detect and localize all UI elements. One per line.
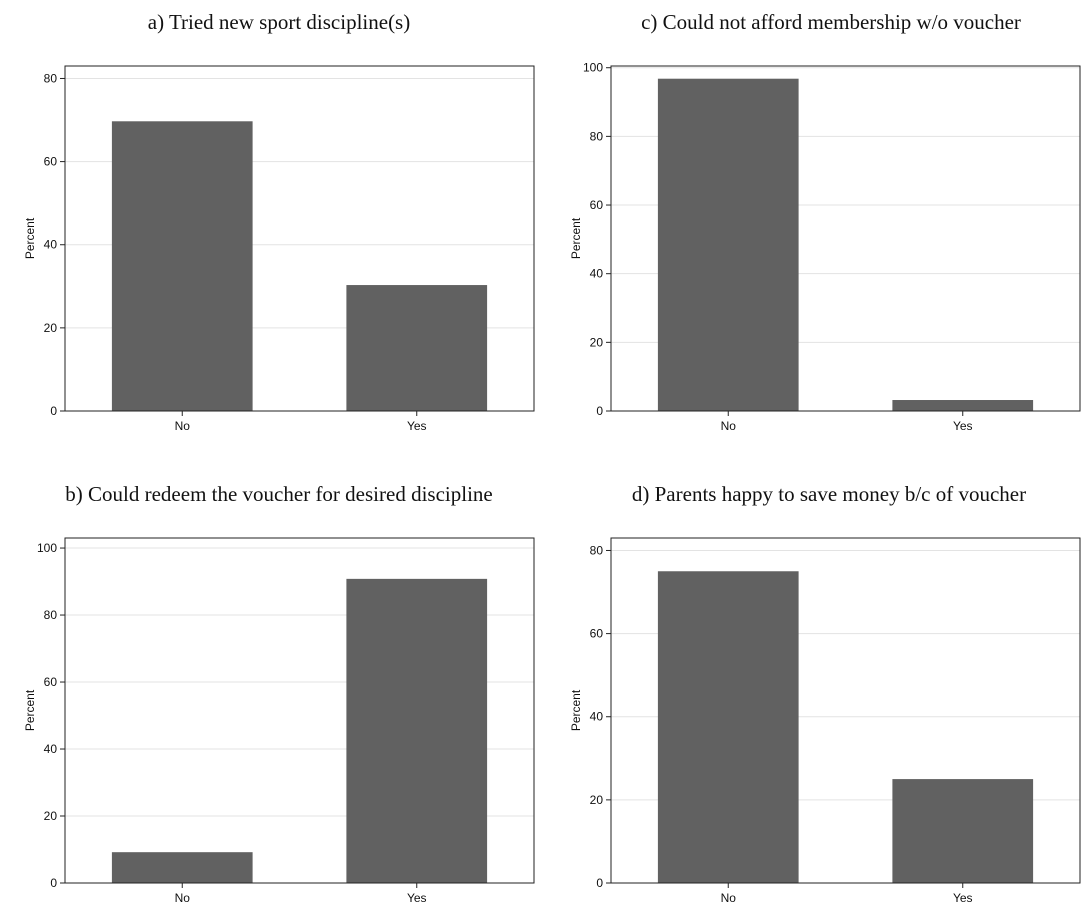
y-axis-label: Percent (569, 689, 583, 731)
y-tick-label: 0 (50, 876, 57, 890)
bar-no (111, 121, 253, 411)
bar-yes (346, 578, 488, 883)
y-tick-label: 20 (590, 335, 604, 349)
plot-frame (64, 65, 535, 412)
bar-chart-d: 0 20 40 60 80 No Yes Percent (569, 537, 1081, 905)
y-tick-label: 80 (590, 543, 604, 557)
chart-title-d: d) Parents happy to save money b/c of vo… (631, 482, 1027, 506)
y-tick-label: 40 (590, 710, 604, 724)
bar-chart-a: 0 20 40 60 80 No Yes Percent (23, 65, 535, 433)
y-tick-label: 40 (590, 267, 604, 281)
bar-no (111, 852, 253, 883)
plot-frame (610, 65, 1081, 412)
y-axis-label: Percent (23, 689, 37, 731)
chart-title-c: c) Could not afford membership w/o vouch… (641, 10, 1021, 34)
y-tick-label: 0 (50, 404, 57, 418)
y-tick-label: 0 (596, 404, 603, 418)
y-axis-label: Percent (569, 217, 583, 259)
bar-chart-c: 0 20 40 60 80 100 No Yes Percent (569, 61, 1081, 433)
x-tick-label-yes: Yes (953, 419, 973, 433)
plot-frame (64, 537, 535, 884)
y-tick-label: 0 (596, 876, 603, 890)
plot-frame (610, 537, 1081, 884)
bar-no (657, 78, 799, 412)
bar-yes (346, 285, 488, 411)
bar-chart-b: 0 20 40 60 80 100 No Yes Percent (23, 537, 535, 905)
chart-title-b: b) Could redeem the voucher for desired … (65, 482, 493, 506)
y-tick-label: 60 (590, 627, 604, 641)
y-tick-label: 80 (44, 71, 58, 85)
bar-yes (892, 400, 1034, 411)
x-tick-label-no: No (175, 419, 191, 433)
y-tick-label: 80 (44, 608, 58, 622)
x-tick-label-yes: Yes (953, 891, 973, 905)
x-tick-label-no: No (175, 891, 191, 905)
chart-title-a: a) Tried new sport discipline(s) (147, 10, 411, 34)
x-tick-label-no: No (721, 419, 737, 433)
x-tick-label-no: No (721, 891, 737, 905)
x-tick-label-yes: Yes (407, 419, 427, 433)
y-tick-label: 60 (44, 155, 58, 169)
y-tick-label: 80 (590, 129, 604, 143)
y-tick-label: 60 (44, 675, 58, 689)
y-axis-label: Percent (23, 217, 37, 259)
y-tick-label: 20 (44, 321, 58, 335)
y-tick-label: 100 (37, 541, 57, 555)
bar-no (657, 571, 799, 883)
y-tick-label: 100 (583, 61, 603, 75)
y-tick-label: 40 (44, 238, 58, 252)
y-tick-label: 40 (44, 742, 58, 756)
y-tick-label: 20 (590, 793, 604, 807)
y-tick-label: 20 (44, 809, 58, 823)
x-tick-label-yes: Yes (407, 891, 427, 905)
y-tick-label: 60 (590, 198, 604, 212)
bar-yes (892, 779, 1034, 883)
